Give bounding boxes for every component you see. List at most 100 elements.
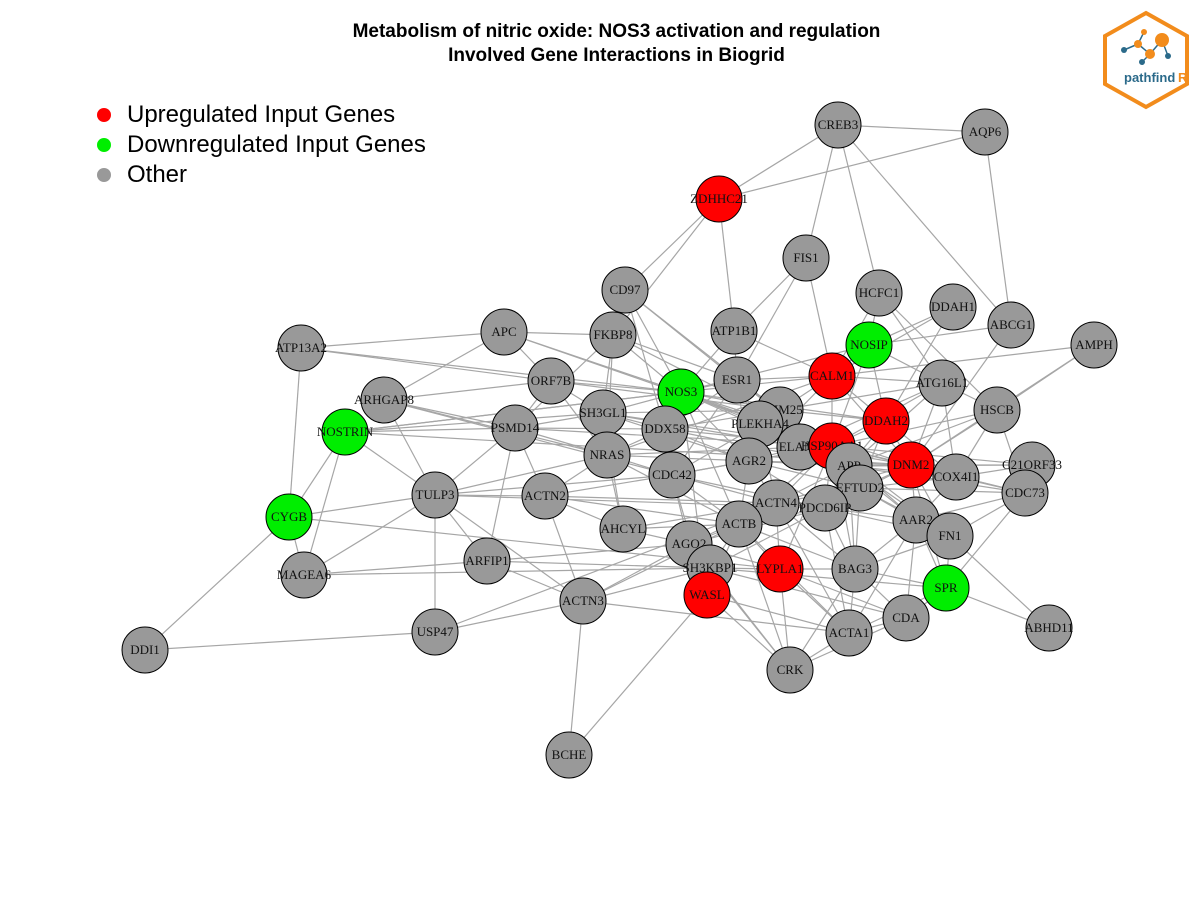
node-label-cygb: CYGB bbox=[271, 509, 307, 524]
edge-creb3-aqp6 bbox=[837, 124, 986, 133]
edge-arfip1-magea6 bbox=[303, 560, 488, 576]
node-circle-apc bbox=[480, 308, 528, 356]
edge-arfip1-sh3kbp1 bbox=[486, 560, 711, 569]
node-fis1: FIS1 bbox=[782, 234, 830, 282]
node-circle-ddah1 bbox=[929, 283, 977, 331]
node-label-creb3: CREB3 bbox=[818, 117, 858, 132]
node-tulp3: TULP3 bbox=[411, 471, 459, 519]
node-label-ago2: AGO2 bbox=[672, 536, 707, 551]
node-label-aqp6: AQP6 bbox=[969, 124, 1002, 139]
node-circle-atg16l1 bbox=[918, 359, 966, 407]
node-circle-acta1 bbox=[825, 609, 873, 657]
node-nras: NRAS bbox=[583, 431, 631, 479]
node-label-fis1: FIS1 bbox=[793, 250, 818, 265]
edge-cygb-ddi1 bbox=[144, 516, 290, 651]
legend-label-downregulated: Downregulated Input Genes bbox=[127, 131, 426, 158]
node-label-arfip1: ARFIP1 bbox=[465, 553, 508, 568]
node-arfip1: ARFIP1 bbox=[463, 537, 511, 585]
node-label-actn4: ACTN4 bbox=[755, 495, 797, 510]
node-circle-fis1 bbox=[782, 234, 830, 282]
node-hcfc1: HCFC1 bbox=[855, 269, 903, 317]
node-abhd11: ABHD11 bbox=[1024, 604, 1074, 652]
node-bag3: BAG3 bbox=[831, 545, 879, 593]
node-label-cdc73: CDC73 bbox=[1005, 485, 1045, 500]
node-circle-cda bbox=[882, 594, 930, 642]
node-circle-nostrin bbox=[321, 408, 369, 456]
node-label-psmd14: PSMD14 bbox=[491, 420, 540, 435]
node-circle-actn4 bbox=[752, 479, 800, 527]
node-circle-arhgap8 bbox=[360, 376, 408, 424]
edge-atp13a2-nos3 bbox=[300, 347, 682, 393]
logo-text-main: pathfind bbox=[1124, 70, 1175, 85]
node-label-cd97: CD97 bbox=[609, 282, 641, 297]
edge-atp13a2-cygb bbox=[288, 347, 302, 518]
node-psmd14: PSMD14 bbox=[491, 404, 540, 452]
node-circle-zdhhc21 bbox=[695, 175, 743, 223]
node-circle-tulp3 bbox=[411, 471, 459, 519]
node-label-tulp3: TULP3 bbox=[416, 487, 455, 502]
node-arhgap8: ARHGAP8 bbox=[354, 376, 414, 424]
edge-sh3kbp1-spr bbox=[709, 567, 947, 589]
node-amph: AMPH bbox=[1070, 321, 1118, 369]
edge-tulp3-magea6 bbox=[303, 494, 436, 576]
node-agr2: AGR2 bbox=[725, 437, 773, 485]
node-label-cox4i1: COX4I1 bbox=[934, 469, 979, 484]
node-circle-arfip1 bbox=[463, 537, 511, 585]
node-circle-nosip bbox=[845, 321, 893, 369]
node-label-eftud2: EFTUD2 bbox=[836, 480, 884, 495]
legend-item-downregulated: Downregulated Input Genes bbox=[97, 130, 426, 160]
edge-abcg1-nosip bbox=[868, 324, 1012, 346]
node-label-amph: AMPH bbox=[1075, 337, 1113, 352]
node-label-ddah1: DDAH1 bbox=[931, 299, 975, 314]
legend-item-upregulated: Upregulated Input Genes bbox=[97, 100, 426, 130]
node-label-hcfc1: HCFC1 bbox=[859, 285, 899, 300]
node-circle-spr bbox=[922, 564, 970, 612]
node-fkbp8: FKBP8 bbox=[589, 311, 637, 359]
node-label-nosip: NOSIP bbox=[850, 337, 888, 352]
edge-wasl-acta1 bbox=[706, 594, 850, 634]
node-hscb: HSCB bbox=[973, 386, 1021, 434]
node-ddah1: DDAH1 bbox=[929, 283, 977, 331]
node-circle-agr2 bbox=[725, 437, 773, 485]
edge-amph-calm1 bbox=[831, 344, 1095, 377]
node-circle-aqp6 bbox=[961, 108, 1009, 156]
edge-nras-tulp3 bbox=[434, 454, 608, 496]
node-label-zdhhc21: ZDHHC21 bbox=[690, 191, 748, 206]
node-circle-psmd14 bbox=[491, 404, 539, 452]
node-esr1: ESR1 bbox=[713, 356, 761, 404]
edge-actn2-actb bbox=[544, 495, 740, 525]
node-apc: APC bbox=[480, 308, 528, 356]
node-abcg1: ABCG1 bbox=[987, 301, 1035, 349]
node-circle-pdcd6ip bbox=[801, 484, 849, 532]
node-circle-cygb bbox=[265, 493, 313, 541]
node-circle-lypla1 bbox=[756, 545, 804, 593]
node-atp1b1: ATP1B1 bbox=[710, 307, 758, 355]
node-pdcd6ip: PDCD6IP bbox=[799, 484, 851, 532]
node-circle-crk bbox=[766, 646, 814, 694]
node-label-actn2: ACTN2 bbox=[524, 488, 566, 503]
node-label-apc: APC bbox=[491, 324, 516, 339]
node-label-magea6: MAGEA6 bbox=[277, 567, 332, 582]
node-cda: CDA bbox=[882, 594, 930, 642]
edge-ago2-arfip1 bbox=[486, 543, 690, 562]
node-label-c21orf33: C21ORF33 bbox=[1002, 457, 1062, 472]
node-circle-nras bbox=[583, 431, 631, 479]
node-calm1: CALM1 bbox=[808, 352, 856, 400]
node-circle-fkbp8 bbox=[589, 311, 637, 359]
node-label-agr2: AGR2 bbox=[732, 453, 766, 468]
node-usp47: USP47 bbox=[411, 608, 459, 656]
node-label-aar2: AAR2 bbox=[899, 512, 933, 527]
node-circle-actn2 bbox=[521, 472, 569, 520]
logo-text-accent: R bbox=[1178, 70, 1188, 85]
node-label-actn3: ACTN3 bbox=[562, 593, 604, 608]
node-plekha4: PLEKHA4 bbox=[731, 400, 789, 448]
node-circle-ahcyl bbox=[599, 505, 647, 553]
node-creb3: CREB3 bbox=[814, 101, 862, 149]
node-circle-magea6 bbox=[280, 551, 328, 599]
edge-sh3kbp1-cda bbox=[709, 567, 907, 619]
edge-usp47-ddi1 bbox=[144, 631, 436, 651]
legend-item-other: Other bbox=[97, 160, 426, 190]
edge-atp13a2-orf7b bbox=[300, 347, 552, 382]
edge-actn4-acta1 bbox=[775, 502, 850, 634]
